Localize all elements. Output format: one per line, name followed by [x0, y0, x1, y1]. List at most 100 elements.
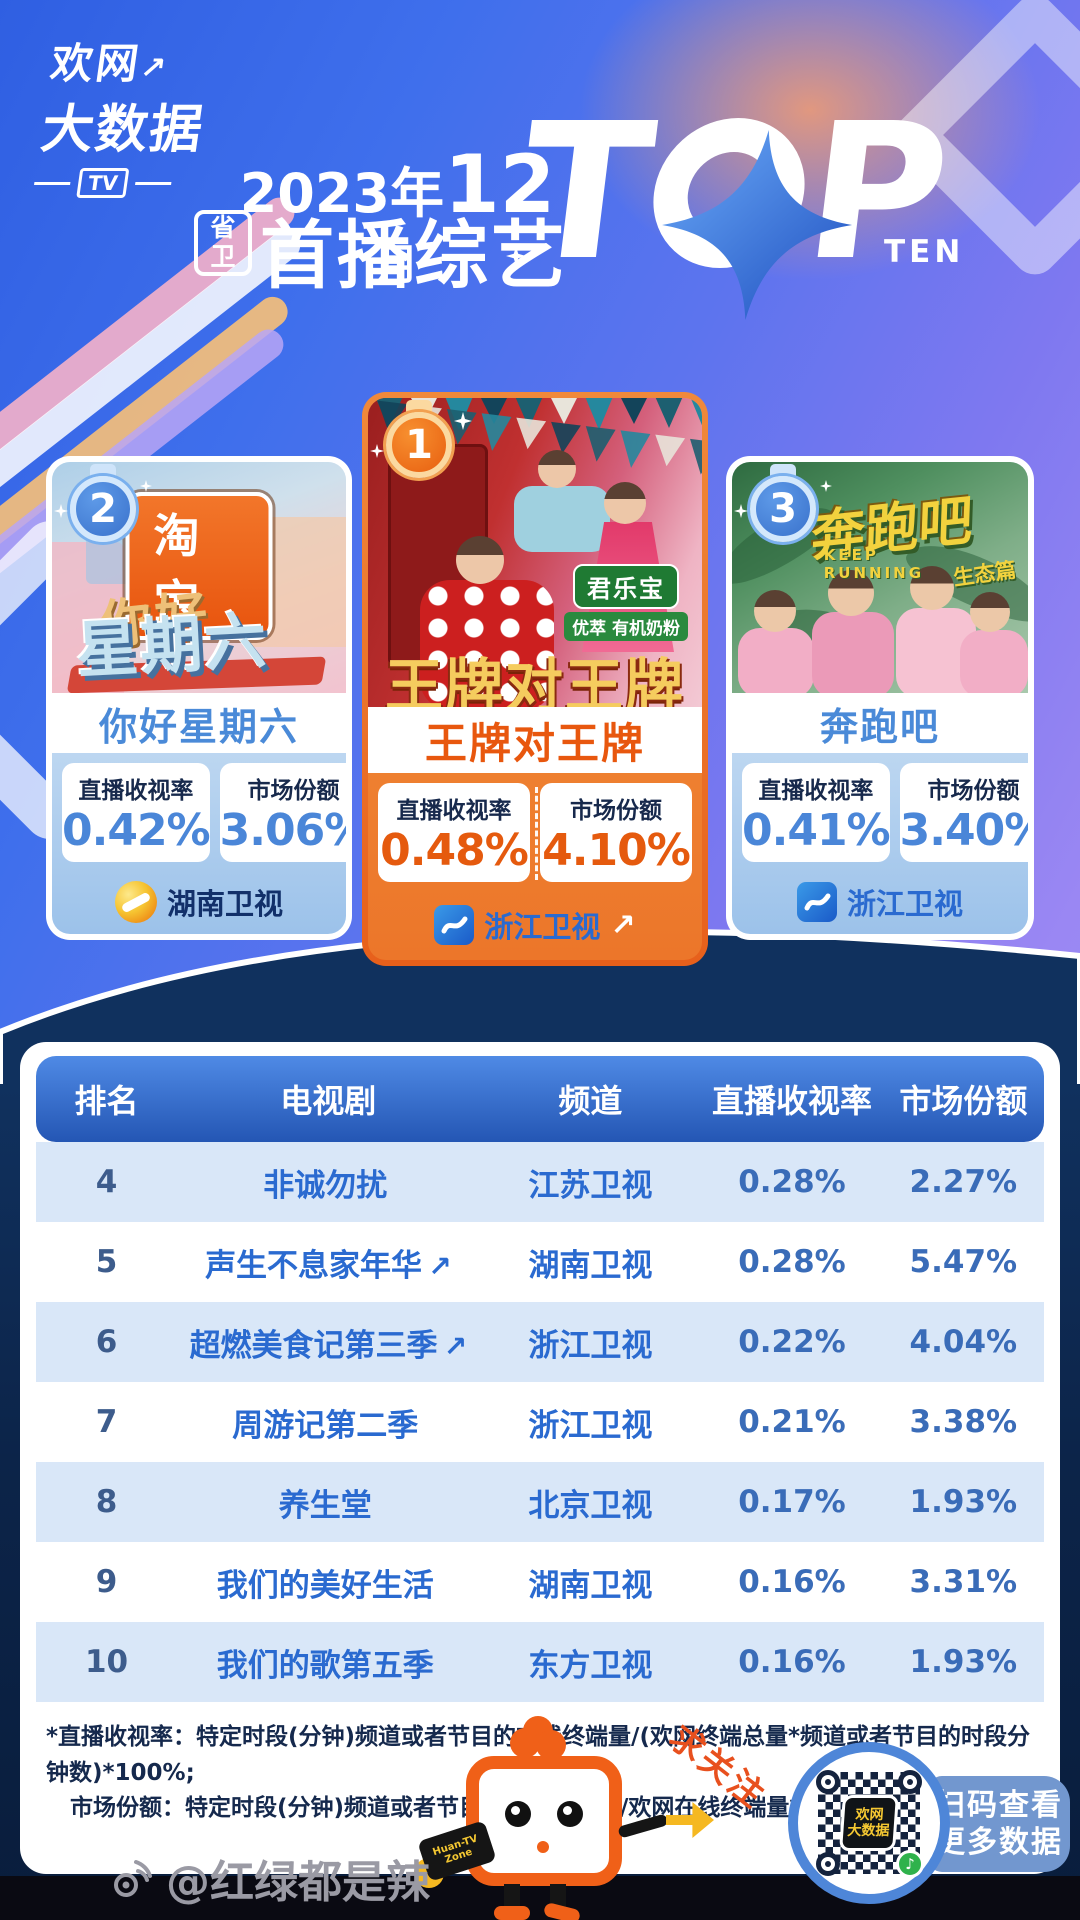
stat-value: 0.41% — [742, 805, 891, 856]
qr-center-logo: 欢网 大数据 — [839, 1795, 899, 1851]
cell-channel: 东方卫视 — [528, 1647, 653, 1684]
cell-show: 声生不息家年华 ↗ — [177, 1240, 479, 1285]
divider — [135, 181, 172, 185]
show-name: 养生堂 — [278, 1487, 372, 1524]
stat-label: 市场份额 — [570, 798, 662, 824]
cell-rank: 9 — [95, 1564, 118, 1600]
stats-row: 直播收视率 0.42% 市场份额 3.06% — [52, 753, 346, 870]
cell-rating: 0.28% — [738, 1164, 846, 1200]
mascot-eye — [505, 1801, 531, 1827]
qr-logo-line1: 欢网 — [855, 1806, 885, 1823]
cell-share: 3.38% — [909, 1404, 1018, 1440]
category-badge: 省 卫 — [194, 210, 252, 276]
cell-rank: 5 — [95, 1244, 118, 1280]
cell-rating: 0.28% — [738, 1244, 846, 1280]
cell-share: 2.27% — [909, 1164, 1018, 1200]
stat-value: 3.06% — [219, 805, 346, 856]
sponsor-name: 君乐宝 — [573, 564, 680, 609]
trend-up-icon: ↗ — [610, 907, 636, 943]
qr-finder-icon — [898, 1770, 922, 1794]
brand-line2: 大数据 — [37, 100, 208, 160]
svg-text:OCTOBER: OCTOBER — [680, 96, 886, 104]
stat-share: 市场份额 4.10% — [540, 783, 692, 882]
brand-line1: 欢网 — [47, 39, 145, 88]
arc-text: OCTOBER — [680, 96, 880, 104]
stat-value: 3.40% — [899, 805, 1028, 856]
wechat-channels-icon: ♪ — [896, 1850, 924, 1878]
badge-bottom: 卫 — [210, 242, 236, 271]
table-row: 4 非诚勿扰 江苏卫视 0.28% 2.27% — [36, 1142, 1044, 1222]
weibo-icon — [114, 1860, 152, 1897]
channel-row: 湖南卫视 — [52, 870, 346, 934]
cell-rank: 8 — [95, 1484, 118, 1520]
poster-ace-vs-ace: 君乐宝 优萃 有机奶粉 王牌对王牌 — [368, 398, 702, 707]
poster-figure — [970, 592, 1010, 632]
stat-rating: 直播收视率 0.48% — [378, 783, 530, 882]
stat-label: 市场份额 — [927, 778, 1020, 804]
stat-share: 市场份额 3.06% — [219, 763, 346, 862]
mascot-mouth — [537, 1841, 549, 1853]
show-title: 奔跑吧 — [732, 693, 1028, 753]
ten-label: TEN — [884, 234, 965, 270]
stat-value: 0.42% — [62, 805, 211, 856]
date-month-suffix: 月 — [376, 240, 419, 289]
sponsor-badge: 君乐宝 优萃 有机奶粉 — [564, 564, 688, 641]
show-name: 我们的歌第五季 — [216, 1647, 434, 1684]
poster-figure — [754, 590, 796, 632]
mascot-foot — [494, 1906, 530, 1920]
channel-row: 浙江卫视 ↗ — [368, 890, 702, 960]
show-name: 超燃美食记第三季 — [189, 1327, 438, 1364]
scan-line1: 扫码查看 — [935, 1787, 1063, 1823]
cell-rank: 4 — [95, 1164, 118, 1200]
mascot-eye — [557, 1801, 583, 1827]
cell-show: 非诚勿扰 — [177, 1160, 479, 1205]
cell-channel: 湖南卫视 — [528, 1247, 653, 1284]
rank-number: 3 — [750, 476, 816, 542]
hunan-tv-icon — [114, 881, 157, 923]
table-header: 排名 电视剧 频道 直播收视率 市场份额 — [36, 1056, 1044, 1142]
poster-figure — [828, 570, 874, 616]
stat-value: 0.48% — [380, 825, 529, 876]
trend-up-icon: ↗ — [443, 1329, 468, 1363]
poster-logo-subtitle: KEEP RUNNING — [823, 546, 925, 582]
cell-show: 周游记第二季 — [177, 1400, 479, 1445]
qr-finder-icon — [816, 1852, 840, 1876]
channel-name: 湖南卫视 — [166, 887, 283, 921]
stats-row: 直播收视率 0.41% 市场份额 3.40% — [732, 753, 1028, 870]
col-header-share: 市场份额 — [899, 1082, 1028, 1120]
taobao-bubble: 淘宝 — [125, 492, 273, 640]
table-row: 5 声生不息家年华 ↗ 湖南卫视 0.28% 5.47% — [36, 1222, 1044, 1302]
poster-figure — [420, 580, 554, 707]
cell-show: 我们的美好生活 — [177, 1560, 479, 1605]
cell-share: 4.04% — [909, 1324, 1018, 1360]
poster-title-line2: 星期六 — [74, 604, 270, 687]
col-header-channel: 频道 — [558, 1082, 623, 1120]
mascot-leg — [504, 1884, 520, 1910]
zhejiang-tv-icon — [434, 905, 475, 945]
star-icon — [662, 130, 853, 320]
cell-channel: 浙江卫视 — [528, 1407, 653, 1444]
channel-row: 浙江卫视 — [732, 870, 1028, 934]
cell-rating: 0.16% — [738, 1644, 846, 1680]
ranking-table-panel: 排名 电视剧 频道 直播收视率 市场份额 4 非诚勿扰 江苏卫视 0.28% 2… — [20, 1042, 1060, 1874]
show-name: 非诚勿扰 — [263, 1167, 388, 1204]
brand-logo: 欢网↗ 大数据 TV — [32, 30, 218, 198]
rank-badge-2: 2 — [54, 464, 152, 556]
stat-rating: 直播收视率 0.42% — [62, 763, 211, 862]
date-month: 12 — [443, 138, 556, 231]
table-body: 4 非诚勿扰 江苏卫视 0.28% 2.27% 5 声生不息家年华 ↗ 湖南卫视 … — [36, 1142, 1044, 1702]
cell-show: 我们的歌第五季 — [177, 1640, 479, 1685]
cell-share: 1.93% — [909, 1484, 1018, 1520]
cell-rating: 0.16% — [738, 1564, 846, 1600]
show-title: 你好星期六 — [52, 693, 346, 753]
poster-figure — [910, 566, 954, 610]
trend-up-icon: ↗ — [428, 1249, 452, 1283]
poster-figure — [812, 612, 894, 693]
show-name: 我们的美好生活 — [216, 1567, 434, 1604]
stat-label: 直播收视率 — [758, 778, 874, 804]
poster-figure — [538, 450, 576, 488]
rank-badge-1: 1 — [370, 400, 472, 492]
table-row: 6 超燃美食记第三季 ↗ 浙江卫视 0.22% 4.04% — [36, 1302, 1044, 1382]
channel-name: 浙江卫视 — [846, 887, 963, 921]
col-header-show: 电视剧 — [280, 1082, 377, 1120]
